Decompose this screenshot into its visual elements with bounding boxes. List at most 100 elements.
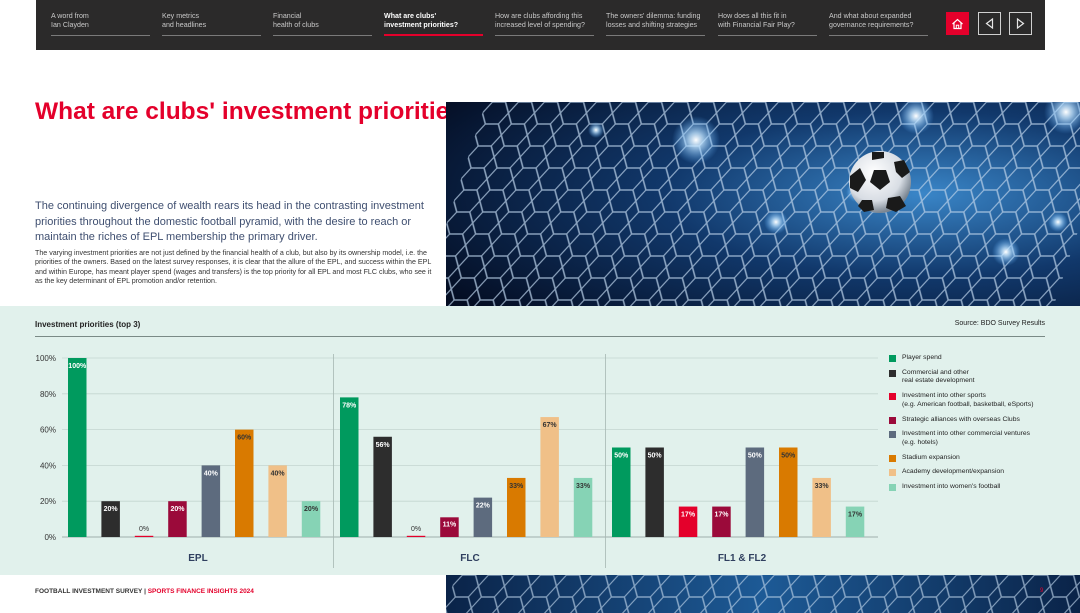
lead-paragraph: The continuing divergence of wealth rear…: [35, 200, 424, 243]
home-button[interactable]: [946, 12, 969, 35]
legend-item: Commercial and other real estate developm…: [889, 369, 1069, 386]
legend-label: Investment into women's football: [902, 483, 1001, 491]
data-label: 100%: [68, 363, 87, 370]
legend-swatch: [889, 431, 896, 439]
nav-item-label: Financial: [273, 12, 302, 20]
legend-label: Stadium expansion: [902, 453, 960, 461]
nav-item-financial-health[interactable]: Financial health of clubs: [273, 12, 372, 36]
triangle-right-icon: [1016, 18, 1025, 29]
bar: [301, 501, 321, 537]
legend-swatch: [889, 454, 896, 462]
x-group-label: FLC: [460, 553, 479, 564]
legend-swatch: [889, 416, 896, 424]
y-tick-label: 0%: [44, 533, 56, 542]
bar: [507, 477, 526, 537]
nav-item-label: health of clubs: [273, 21, 319, 29]
home-icon: [952, 18, 963, 29]
nav-item-affording-spending[interactable]: How are clubs affording this increased l…: [495, 12, 594, 36]
bar: [812, 477, 831, 537]
data-label: 78%: [342, 402, 357, 409]
bar: [845, 506, 865, 537]
data-label: 0%: [139, 526, 149, 533]
nav-item-word-from-ian[interactable]: A word from Ian Clayden: [51, 12, 150, 36]
bar: [678, 506, 698, 537]
nav-item-label: governance requirements?: [829, 21, 914, 29]
legend-swatch: [889, 355, 896, 362]
footer-series: SPORTS FINANCE INSIGHTS 2024: [147, 588, 254, 595]
top-navigation: A word from Ian Clayden Key metrics and …: [36, 0, 1045, 50]
nav-item-owners-dilemma[interactable]: The owners' dilemma: funding losses and …: [606, 12, 705, 36]
chart-legend: Player spend Commercial and other real est…: [889, 354, 1069, 498]
footer-separator: |: [144, 588, 146, 595]
data-label: 60%: [237, 435, 252, 442]
legend-item: Investment into other commercial venture…: [889, 430, 1069, 447]
legend-swatch: [889, 469, 896, 477]
x-group-label: EPL: [188, 553, 207, 564]
nav-item-label: And what about expanded: [829, 12, 912, 20]
bar: [473, 497, 493, 537]
y-tick-label: 80%: [40, 390, 56, 399]
nav-item-label: How are clubs affording this: [495, 12, 583, 20]
y-tick-label: 60%: [40, 426, 56, 435]
bar: [168, 501, 187, 537]
data-label: 50%: [648, 453, 663, 460]
bar: [101, 501, 120, 537]
data-label: 20%: [170, 506, 185, 513]
data-label: 50%: [781, 453, 796, 460]
legend-item: Player spend: [889, 354, 1069, 363]
legend-label: Investment into other sports (e.g. Americ…: [902, 392, 1034, 408]
nav-item-label: A word from: [51, 12, 89, 20]
nav-item-governance[interactable]: And what about expanded governance requi…: [829, 12, 928, 36]
data-label: 33%: [815, 483, 830, 490]
y-tick-label: 40%: [40, 461, 56, 470]
triangle-left-icon: [985, 18, 994, 29]
nav-item-investment-priorities[interactable]: What are clubs' investment priorities?: [384, 12, 483, 36]
legend-item: Academy development/expansion: [889, 468, 1069, 477]
data-label: 11%: [443, 521, 457, 528]
data-label: 40%: [204, 470, 219, 477]
nav-item-label: What are clubs': [384, 12, 437, 20]
chart-source: Source: BDO Survey Results: [954, 320, 1045, 327]
bar: [612, 447, 631, 537]
x-group-label: FL1 & FL2: [718, 553, 767, 564]
bar: [779, 447, 798, 537]
legend-label: Commercial and other real estate developm…: [902, 368, 975, 385]
data-label: 67%: [543, 422, 558, 429]
nav-item-label: Key metrics: [162, 12, 200, 20]
bar: [645, 447, 664, 537]
nav-item-key-metrics[interactable]: Key metrics and headlines: [162, 12, 261, 36]
data-label: 33%: [576, 483, 591, 490]
bar: [340, 397, 359, 537]
next-page-button[interactable]: [1009, 12, 1032, 35]
y-tick-label: 100%: [36, 354, 56, 363]
page-number: 9: [1040, 588, 1044, 594]
previous-page-button[interactable]: [978, 12, 1001, 35]
data-label: 56%: [376, 442, 391, 449]
bar: [268, 465, 287, 537]
football-net-photo-strip: [446, 575, 1080, 613]
nav-item-label: increased level of spending?: [495, 21, 585, 29]
legend-item: Investment into other sports (e.g. Americ…: [889, 392, 1069, 409]
footer: FOOTBALL INVESTMENT SURVEY | SPORTS FINA…: [35, 588, 254, 595]
data-label: 17%: [848, 512, 863, 519]
data-label: 22%: [476, 503, 491, 510]
football-net-photo: [446, 102, 1080, 306]
bar: [573, 477, 593, 537]
bar: [373, 436, 392, 537]
legend-label: Investment into other commercial venture…: [902, 430, 1031, 446]
data-label: 20%: [304, 506, 319, 513]
data-label: 17%: [681, 512, 696, 519]
nav-item-label: and headlines: [162, 21, 207, 29]
bar: [712, 506, 731, 537]
bar: [540, 417, 559, 537]
data-label: 50%: [614, 453, 629, 460]
nav-item-label: The owners' dilemma: funding: [606, 12, 701, 20]
nav-item-financial-fair-play[interactable]: How does all this fit in with Financial …: [718, 12, 817, 36]
legend-swatch: [889, 393, 896, 401]
data-label: 33%: [509, 483, 524, 490]
legend-swatch: [889, 484, 896, 492]
bar: [440, 517, 459, 537]
data-label: 40%: [271, 470, 286, 477]
legend-label: Player spend: [902, 354, 942, 361]
